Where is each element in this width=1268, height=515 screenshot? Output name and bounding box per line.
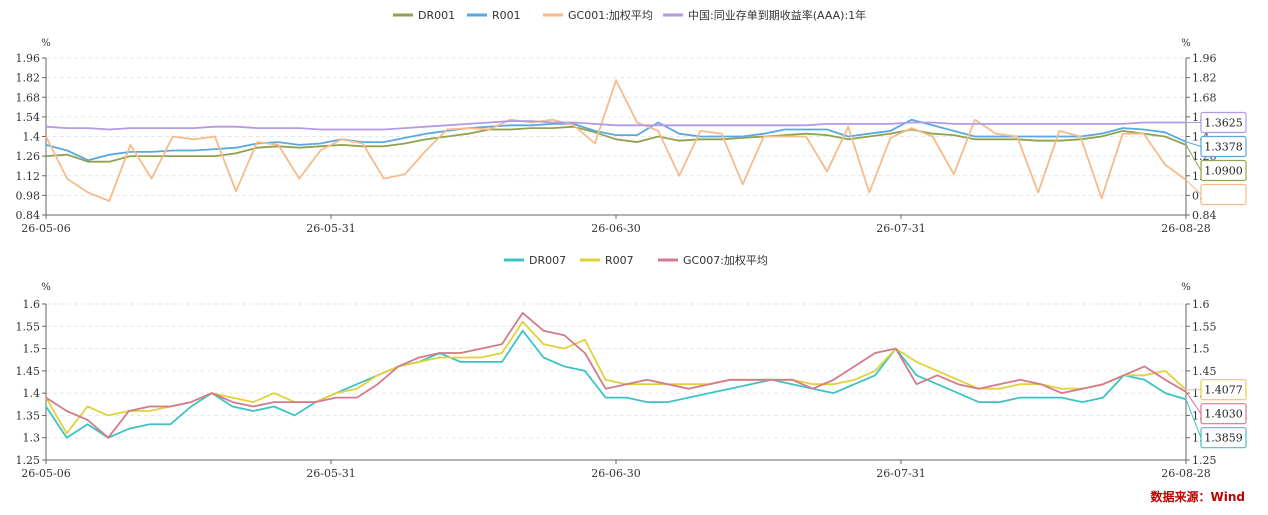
legend-label: DR007 bbox=[529, 254, 566, 267]
top-chart: 0.840.840.980.981.121.121.261.261.41.41.… bbox=[16, 8, 1247, 235]
legend-item[interactable]: DR007 bbox=[504, 254, 566, 267]
y-tick-label-left: 1.26 bbox=[16, 150, 41, 163]
source-note: 数据来源：Wind bbox=[1151, 489, 1245, 504]
x-tick-label: 26-05-06 bbox=[21, 467, 70, 480]
x-tick-label: 26-05-06 bbox=[21, 222, 70, 235]
end-value-tag bbox=[1185, 179, 1247, 206]
x-tick-label: 26-07-31 bbox=[876, 222, 925, 235]
end-value-label: 1.0900 bbox=[1204, 164, 1243, 177]
end-value-box bbox=[1200, 183, 1247, 206]
y-tick-label-right: 1.5 bbox=[1192, 343, 1210, 356]
y-tick-label-left: 1.96 bbox=[16, 52, 41, 65]
legend-item[interactable]: R007 bbox=[580, 254, 634, 267]
legend-item[interactable]: 中国:同业存单到期收益率(AAA):1年 bbox=[663, 8, 866, 22]
x-tick-label: 26-05-31 bbox=[306, 467, 355, 480]
end-value-box bbox=[1200, 427, 1247, 449]
end-value-box bbox=[1200, 403, 1247, 425]
y-tick-label-left: 1.55 bbox=[16, 320, 41, 333]
end-value-tag: 1.4077 bbox=[1186, 379, 1247, 401]
end-value-label: 1.3859 bbox=[1204, 432, 1243, 445]
legend-label: GC001:加权平均 bbox=[568, 9, 653, 22]
end-value-connector bbox=[1185, 391, 1202, 414]
legend-item[interactable]: DR001 bbox=[393, 9, 455, 22]
y-tick-label-right: 0.84 bbox=[1192, 209, 1217, 222]
y-tick-label-left: 1.4 bbox=[23, 387, 41, 400]
y-tick-label-left: 1.5 bbox=[23, 343, 41, 356]
end-value-box bbox=[1200, 135, 1247, 158]
end-value-tag: 1.0900 bbox=[1185, 144, 1247, 182]
series-line bbox=[45, 120, 1186, 131]
y-tick-label-left: 1.68 bbox=[16, 91, 41, 104]
y-unit-left: % bbox=[41, 38, 51, 49]
end-value-label: 1.4077 bbox=[1204, 384, 1243, 397]
end-value-tag: 1.3859 bbox=[1185, 399, 1247, 449]
y-tick-label-left: 0.98 bbox=[16, 189, 41, 202]
y-unit-right: % bbox=[1181, 38, 1191, 49]
y-tick-label-right: 1.96 bbox=[1192, 52, 1217, 65]
y-tick-label-left: 1.82 bbox=[16, 72, 41, 85]
end-value-connector bbox=[1185, 141, 1202, 147]
end-value-label: 1.4030 bbox=[1204, 408, 1243, 421]
y-tick-label-right: 1.68 bbox=[1192, 91, 1217, 104]
legend-label: R007 bbox=[605, 254, 634, 267]
end-value-connector bbox=[1185, 144, 1202, 171]
y-tick-label-right: 1.55 bbox=[1192, 320, 1217, 333]
y-tick-label-left: 0.84 bbox=[16, 209, 41, 222]
legend-item[interactable]: GC007:加权平均 bbox=[658, 254, 768, 267]
end-value-box bbox=[1200, 111, 1247, 134]
end-value-tag: 1.4030 bbox=[1185, 391, 1247, 425]
series-line bbox=[45, 118, 1187, 162]
end-value-box bbox=[1200, 159, 1247, 182]
y-unit-left: % bbox=[41, 282, 51, 293]
legend-label: DR001 bbox=[418, 9, 455, 22]
x-tick-label: 26-08-28 bbox=[1161, 467, 1210, 480]
bottom-chart: 1.251.251.31.31.351.351.41.41.451.451.51… bbox=[16, 254, 1247, 480]
legend-label: GC007:加权平均 bbox=[683, 254, 768, 267]
end-value-box bbox=[1200, 379, 1247, 401]
series-line bbox=[45, 311, 1187, 439]
series-line bbox=[45, 79, 1187, 202]
y-tick-label-right: 1.82 bbox=[1192, 72, 1217, 85]
y-tick-label-left: 1.12 bbox=[16, 170, 41, 183]
y-tick-label-right: 1.6 bbox=[1192, 298, 1210, 311]
legend-label: R001 bbox=[492, 9, 521, 22]
x-tick-label: 26-08-28 bbox=[1161, 222, 1210, 235]
y-tick-label-left: 1.45 bbox=[16, 365, 41, 378]
x-tick-label: 26-06-30 bbox=[591, 222, 640, 235]
y-tick-label-right: 1.25 bbox=[1192, 454, 1217, 467]
end-value-tag: 1.3625 bbox=[1186, 111, 1247, 134]
series-line bbox=[45, 125, 1187, 163]
x-tick-label: 26-07-31 bbox=[876, 467, 925, 480]
end-value-connector bbox=[1185, 399, 1202, 438]
end-value-connector bbox=[1185, 179, 1202, 195]
x-tick-label: 26-06-30 bbox=[591, 467, 640, 480]
legend-label: 中国:同业存单到期收益率(AAA):1年 bbox=[688, 8, 866, 22]
y-tick-label-left: 1.25 bbox=[16, 454, 41, 467]
y-tick-label-left: 1.35 bbox=[16, 409, 41, 422]
end-value-tag: 1.3378 bbox=[1185, 135, 1247, 158]
legend-item[interactable]: GC001:加权平均 bbox=[543, 9, 653, 22]
end-value-label: 1.3625 bbox=[1204, 116, 1243, 129]
series-line bbox=[45, 329, 1187, 439]
legend-item[interactable]: R001 bbox=[467, 9, 521, 22]
y-unit-right: % bbox=[1181, 282, 1191, 293]
end-value-label: 1.3378 bbox=[1204, 140, 1243, 153]
y-tick-label-left: 1.4 bbox=[23, 131, 41, 144]
y-tick-label-right: 1.45 bbox=[1192, 365, 1217, 378]
y-tick-label-left: 1.6 bbox=[23, 298, 41, 311]
y-tick-label-left: 1.3 bbox=[23, 432, 41, 445]
x-tick-label: 26-05-31 bbox=[306, 222, 355, 235]
y-tick-label-left: 1.54 bbox=[16, 111, 41, 124]
series-line bbox=[45, 320, 1187, 435]
